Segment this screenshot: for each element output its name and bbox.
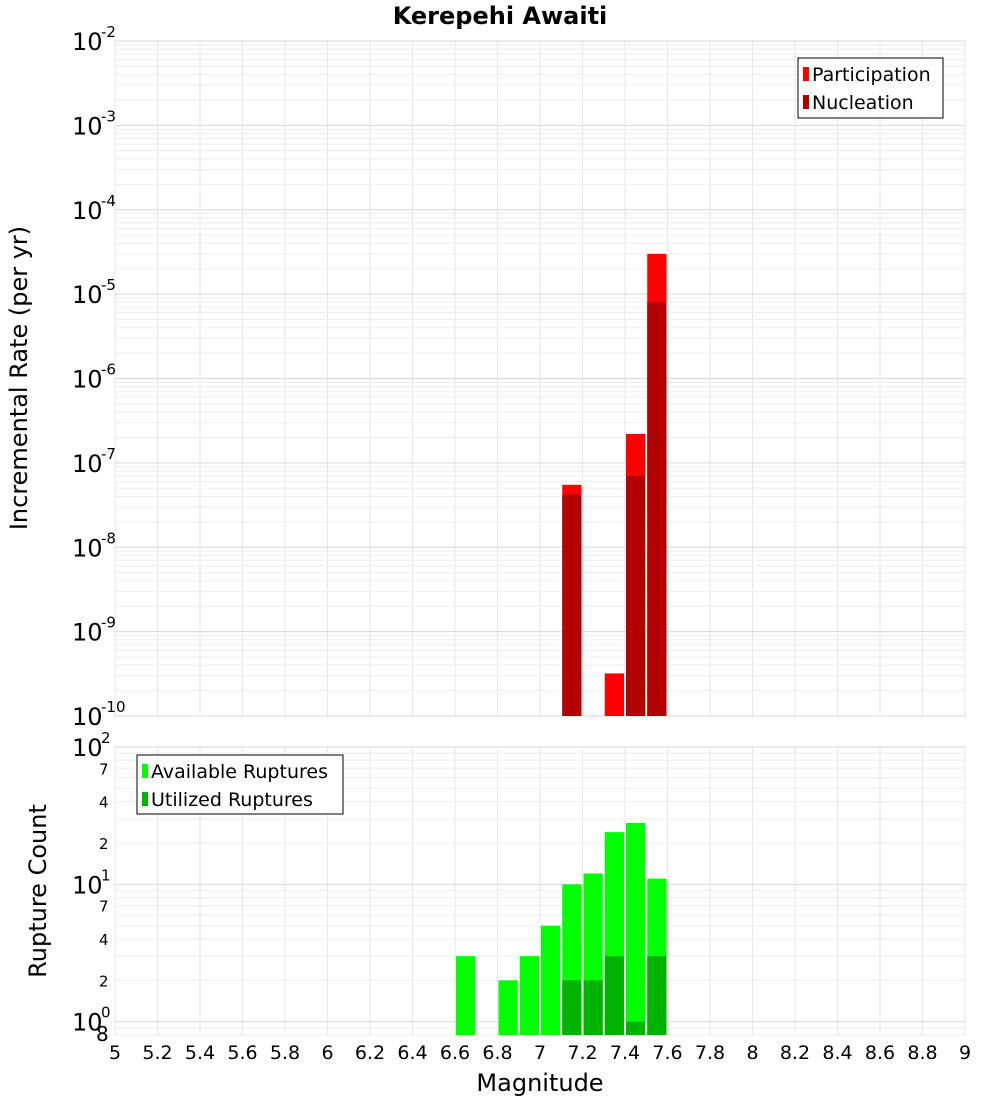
y-tick-label: 10	[72, 534, 103, 562]
bar-utilized-ruptures	[647, 956, 667, 1035]
y-minor-tick-label: 4	[99, 794, 109, 812]
bar-utilized-ruptures	[604, 956, 624, 1035]
rate-panel: 10-210-310-410-510-610-710-810-910-10 Pa…	[5, 2, 966, 731]
x-tick-label: 5.4	[185, 1042, 215, 1064]
legend-box	[797, 57, 944, 119]
bar-available-ruptures	[541, 925, 561, 1035]
rate-gridlines	[114, 40, 966, 717]
y-tick-label: 10	[72, 281, 103, 309]
legend-label: Nucleation	[812, 92, 914, 114]
legend-label: Utilized Ruptures	[151, 789, 313, 811]
y-tick-exponent: -2	[101, 23, 116, 41]
x-tick-label: 7.4	[610, 1042, 640, 1064]
x-tick-label: 6.4	[397, 1042, 427, 1064]
y-tick-exponent: -5	[101, 276, 116, 294]
x-tick-label: 8.8	[907, 1042, 937, 1064]
y-tick-exponent: 1	[101, 866, 111, 884]
x-tick-label: 6.2	[355, 1042, 385, 1064]
chart-title: Kerepehi Awaiti	[393, 2, 608, 30]
bar-utilized-ruptures	[583, 980, 603, 1035]
rate-y-tick-labels: 10-210-310-410-510-610-710-810-910-10	[72, 23, 126, 731]
y-minor-tick-label: 2	[99, 835, 109, 853]
x-tick-label: 7.8	[695, 1042, 725, 1064]
x-tick-label: 6.8	[482, 1042, 512, 1064]
rate-y-axis-label: Incremental Rate (per yr)	[5, 226, 33, 530]
rate-legend: Participation Nucleation	[797, 57, 944, 119]
y-tick-exponent: -9	[101, 614, 116, 632]
bar-participation	[604, 673, 624, 716]
y-tick-exponent: 2	[101, 729, 111, 747]
x-tick-label: 7.2	[567, 1042, 597, 1064]
x-tick-label: 8.6	[865, 1042, 895, 1064]
y-tick-label: 10	[72, 703, 103, 731]
bar-utilized-ruptures	[562, 980, 582, 1035]
y-tick-label: 10	[72, 28, 103, 56]
y-tick-exponent: -8	[101, 529, 116, 547]
bar-nucleation	[647, 302, 667, 716]
y-tick-label: 10	[72, 871, 103, 899]
y-tick-exponent: -4	[101, 192, 116, 210]
x-axis-label: Magnitude	[476, 1069, 603, 1097]
x-tick-label: 5.6	[227, 1042, 257, 1064]
count-bars	[456, 822, 667, 1035]
y-tick-exponent: -3	[101, 107, 116, 125]
count-y-axis-label: Rupture Count	[24, 804, 52, 978]
legend-label: Participation	[812, 64, 931, 86]
bar-nucleation	[626, 475, 646, 716]
legend-swatch	[142, 764, 148, 778]
legend-swatch	[142, 792, 148, 806]
y-tick-exponent: 0	[101, 1004, 111, 1022]
magnitude-x-tick-labels: 5 5.2 5.4 5.6 5.8 6 6.2 6.4 6.6 6.8 7 7.2 7.4 7.6 7.8 8…	[109, 1042, 971, 1064]
bar-available-ruptures	[456, 956, 476, 1035]
x-tick-label: 8.2	[780, 1042, 810, 1064]
y-minor-tick-label: 2	[99, 972, 109, 990]
y-tick-label: 10	[72, 1009, 103, 1037]
bar-available-ruptures	[626, 822, 646, 1035]
y-tick-exponent: -6	[101, 361, 116, 379]
y-tick-label: 10	[72, 734, 103, 762]
x-tick-label: 5.2	[142, 1042, 172, 1064]
legend-swatch	[803, 95, 809, 109]
y-tick-label: 10	[72, 619, 103, 647]
x-tick-label: 8	[746, 1042, 758, 1064]
bar-utilized-ruptures	[626, 1021, 646, 1035]
x-tick-label: 5.8	[270, 1042, 300, 1064]
legend-box	[136, 754, 344, 815]
y-tick-exponent: -7	[101, 445, 116, 463]
x-tick-label: 7.6	[652, 1042, 682, 1064]
x-tick-label: 9	[959, 1042, 971, 1064]
y-tick-label: 10	[72, 450, 103, 478]
y-minor-tick-label: 7	[99, 760, 109, 778]
bar-available-ruptures	[498, 980, 518, 1035]
bar-available-ruptures	[519, 956, 539, 1035]
y-tick-label: 10	[72, 366, 103, 394]
x-tick-label: 8.4	[822, 1042, 852, 1064]
legend-label: Available Ruptures	[151, 761, 328, 783]
x-tick-label: 6	[321, 1042, 333, 1064]
y-tick-label: 10	[72, 112, 103, 140]
y-minor-tick-label: 8	[96, 1022, 109, 1046]
bar-nucleation	[562, 494, 582, 716]
y-minor-tick-label: 7	[99, 898, 109, 916]
x-tick-label: 7	[534, 1042, 546, 1064]
x-tick-label: 6.6	[440, 1042, 470, 1064]
rate-bars	[562, 253, 667, 716]
count-legend: Available Ruptures Utilized Ruptures	[136, 754, 344, 815]
y-tick-exponent: -10	[101, 698, 126, 716]
y-minor-tick-label: 4	[99, 931, 109, 949]
x-tick-label: 5	[109, 1042, 121, 1064]
legend-swatch	[803, 67, 809, 81]
y-tick-label: 10	[72, 197, 103, 225]
